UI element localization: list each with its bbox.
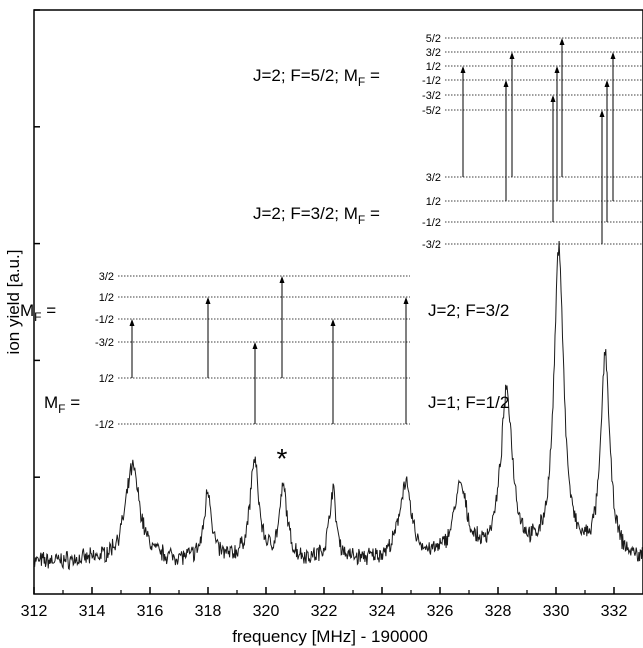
lower-diagram-arrows	[129, 276, 409, 424]
transition-arrowhead	[503, 80, 509, 87]
upper-diagram-upper-state-label: J=2; F=5/2; MF =	[253, 66, 380, 89]
mf-level-label: 3/2	[426, 47, 441, 59]
x-tick-label: 320	[253, 603, 280, 620]
mf-level-label: 1/2	[99, 373, 114, 385]
mf-level-label: 1/2	[426, 61, 441, 73]
transition-arrowhead	[403, 297, 409, 304]
mf-level-label: 5/2	[426, 33, 441, 45]
x-axis-ticks: 312 314 316 318 320 322 324 326 328 330 332	[21, 587, 628, 620]
transition-arrowhead	[509, 52, 515, 59]
lower-diagram-lower-mf-label: MF =	[44, 393, 80, 416]
mf-level-label: 3/2	[426, 172, 441, 184]
upper-level-diagram: 5/2 3/2 1/2 -1/2 -3/2 -5/2 3/2 1/2 -1/2 -3/2 J=2…	[253, 33, 643, 251]
mf-level-label: -1/2	[95, 419, 114, 431]
mf-level-label: -1/2	[422, 75, 441, 87]
upper-diagram-arrows	[460, 38, 616, 244]
x-tick-label: 314	[79, 603, 106, 620]
transition-arrowhead	[460, 66, 466, 73]
mf-level-label: -3/2	[422, 90, 441, 102]
lower-diagram-upper-mf-label: MF =	[20, 301, 56, 324]
lower-diagram-upper-state-label: J=2; F=3/2	[428, 301, 509, 320]
mf-level-label: -3/2	[95, 337, 114, 349]
upper-diagram-lower-state-label: J=2; F=3/2; MF =	[253, 204, 380, 227]
x-tick-label: 324	[369, 603, 396, 620]
transition-arrowhead	[205, 297, 211, 304]
transition-arrowhead	[610, 52, 616, 59]
x-tick-label: 326	[427, 603, 454, 620]
x-tick-label: 312	[21, 603, 48, 620]
x-tick-label: 316	[137, 603, 164, 620]
mf-level-label: 1/2	[99, 292, 114, 304]
transition-arrowhead	[604, 80, 610, 87]
x-tick-label: 322	[311, 603, 338, 620]
spectrum-line	[33, 240, 643, 571]
upper-diagram-lower-levels: 3/2 1/2 -1/2 -3/2	[422, 172, 643, 251]
mf-level-label: 1/2	[426, 196, 441, 208]
mf-level-label: 3/2	[99, 271, 114, 283]
transition-arrowhead	[550, 95, 556, 102]
plot-frame	[33, 9, 643, 595]
transition-arrowhead	[129, 319, 135, 326]
x-axis-label: frequency [MHz] - 190000	[232, 627, 428, 646]
mf-level-label: -3/2	[422, 239, 441, 251]
lower-diagram-lower-levels: 1/2 -1/2	[95, 373, 410, 431]
lower-diagram-upper-levels: 3/2 1/2 -1/2 -3/2	[95, 271, 410, 349]
x-tick-label: 330	[543, 603, 570, 620]
mf-level-label: -1/2	[422, 217, 441, 229]
transition-arrowhead	[559, 38, 565, 45]
transition-arrowhead	[599, 110, 605, 117]
x-tick-label: 318	[195, 603, 222, 620]
transition-arrowhead	[279, 276, 285, 283]
transition-arrowhead	[330, 319, 336, 326]
y-axis-label: ion yield [a.u.]	[4, 250, 23, 355]
upper-diagram-upper-levels: 5/2 3/2 1/2 -1/2 -3/2 -5/2	[422, 33, 643, 117]
mf-level-label: -5/2	[422, 105, 441, 117]
mf-level-label: -1/2	[95, 314, 114, 326]
transition-arrowhead	[252, 342, 258, 349]
x-tick-label: 332	[601, 603, 628, 620]
asterisk-marker: *	[277, 443, 288, 474]
lower-diagram-lower-state-label: J=1; F=1/2	[428, 393, 509, 412]
lower-level-diagram: 3/2 1/2 -1/2 -3/2 1/2 -1/2 MF = MF = J=2; F=…	[20, 271, 509, 431]
transition-arrowhead	[554, 66, 560, 73]
x-tick-label: 328	[485, 603, 512, 620]
y-axis-ticks	[34, 9, 40, 478]
